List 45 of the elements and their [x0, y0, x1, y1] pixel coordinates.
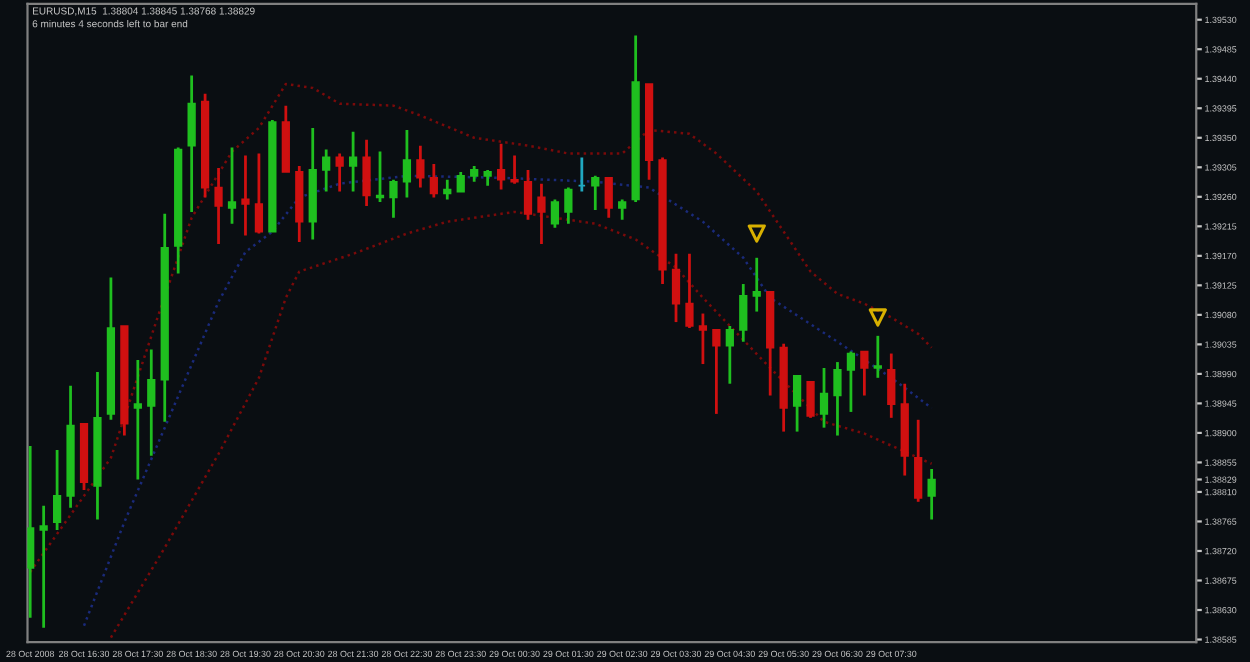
candlestick: [416, 144, 425, 190]
candlestick: [712, 328, 721, 416]
candlestick: [362, 138, 371, 208]
candlestick: [510, 154, 519, 186]
candlestick: [389, 178, 398, 220]
candlestick: [833, 360, 842, 437]
candlestick: [147, 348, 156, 458]
candlestick: [348, 130, 358, 193]
candlestick: [564, 186, 573, 226]
candlestick: [873, 334, 882, 380]
candlestick: [792, 374, 802, 433]
candlestick: [819, 366, 829, 430]
candlestick: [698, 312, 708, 366]
candlestick: [254, 152, 264, 235]
candlestick: [523, 168, 533, 222]
candlestick: [429, 162, 438, 199]
candlestick: [133, 358, 142, 481]
candlestick: [322, 148, 331, 193]
candlestick: [227, 146, 237, 226]
candlestick: [537, 182, 546, 246]
candlestick: [241, 154, 250, 237]
candlestick: [725, 324, 734, 386]
candlestick: [739, 282, 748, 344]
candlestick: [550, 198, 560, 230]
candlestick: [402, 128, 412, 199]
candlestick: [685, 252, 694, 330]
candlestick: [39, 504, 48, 630]
candlestick: [456, 170, 465, 193]
candlestick: [52, 448, 62, 532]
candlestick: [496, 142, 506, 191]
candlestick: [927, 467, 936, 521]
candlestick: [214, 166, 223, 246]
candlestick: [887, 352, 896, 420]
candlestick: [752, 256, 761, 313]
candlestick: [671, 252, 681, 324]
candlestick: [860, 350, 869, 397]
candlestick: [335, 152, 344, 193]
candlestick: [591, 174, 600, 212]
candlestick: [914, 418, 923, 504]
candlestick: [806, 380, 815, 420]
candlestick: [618, 198, 627, 222]
candlestick: [846, 350, 856, 414]
candlestick: [604, 176, 613, 220]
candlestick: [443, 178, 452, 201]
candlestick: [187, 74, 196, 214]
